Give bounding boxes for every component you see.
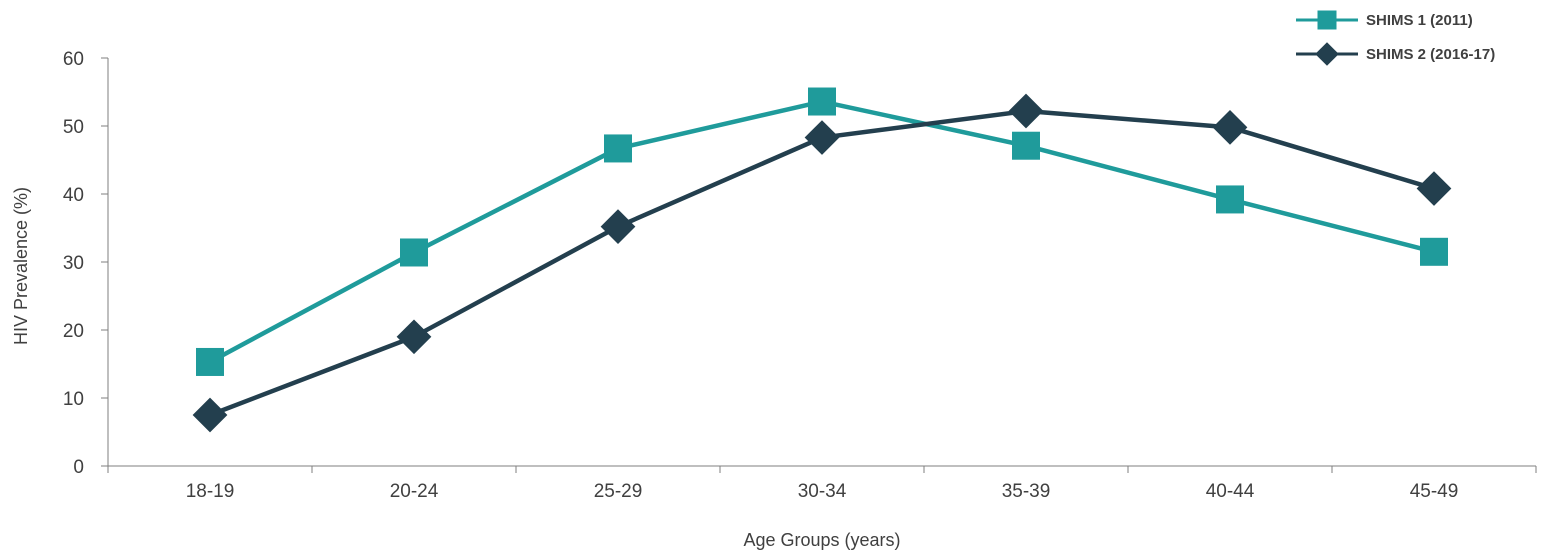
data-point-square (808, 87, 836, 116)
data-point-square (196, 347, 224, 376)
x-tick-label: 30-34 (798, 481, 847, 502)
data-point-square (1216, 185, 1244, 214)
series-1 (196, 87, 1448, 376)
x-tick-label: 40-44 (1206, 481, 1255, 502)
y-tick-label: 30 (63, 253, 84, 274)
x-tick-label: 25-29 (594, 481, 643, 502)
x-tick-label: 35-39 (1002, 481, 1051, 502)
data-point-diamond (1008, 93, 1044, 129)
data-point-diamond (396, 319, 432, 355)
data-point-diamond (600, 209, 636, 244)
axes (107, 58, 1536, 467)
y-tick-label: 20 (63, 321, 84, 342)
y-ticks: 0 10 20 30 40 50 60 (63, 49, 108, 478)
y-axis-title: HIV Prevalence (%) (11, 187, 31, 345)
data-point-diamond (1416, 171, 1452, 206)
series-2 (192, 93, 1452, 433)
x-tick-label: 18-19 (186, 481, 235, 502)
data-point-diamond (1212, 110, 1248, 145)
data-point-square (1420, 237, 1448, 266)
data-point-square (400, 238, 428, 267)
y-tick-label: 10 (63, 389, 84, 410)
legend-label: SHIMS 1 (2011) (1366, 12, 1473, 29)
legend-item-2: SHIMS 2 (2016-17) (1296, 42, 1495, 66)
x-tick-label: 20-24 (390, 481, 439, 502)
y-tick-label: 40 (63, 185, 84, 206)
x-axis-title: Age Groups (years) (743, 530, 900, 550)
x-tick-label: 45-49 (1410, 481, 1459, 502)
legend-item-1: SHIMS 1 (2011) (1296, 10, 1473, 30)
legend-marker-diamond (1315, 42, 1339, 66)
legend: SHIMS 1 (2011) SHIMS 2 (2016-17) (1296, 10, 1495, 66)
x-ticks: 18-19 20-24 25-29 30-34 35-39 40-44 45-49 (107, 466, 1537, 502)
legend-label: SHIMS 2 (2016-17) (1366, 46, 1495, 63)
data-point-square (1012, 131, 1040, 160)
series-layer (192, 87, 1452, 433)
y-tick-label: 50 (63, 117, 84, 138)
data-point-diamond (192, 397, 228, 433)
data-point-diamond (804, 120, 840, 155)
y-tick-label: 0 (73, 457, 84, 478)
y-tick-label: 60 (63, 49, 84, 70)
legend-marker-square (1317, 10, 1337, 30)
data-point-square (604, 134, 632, 163)
